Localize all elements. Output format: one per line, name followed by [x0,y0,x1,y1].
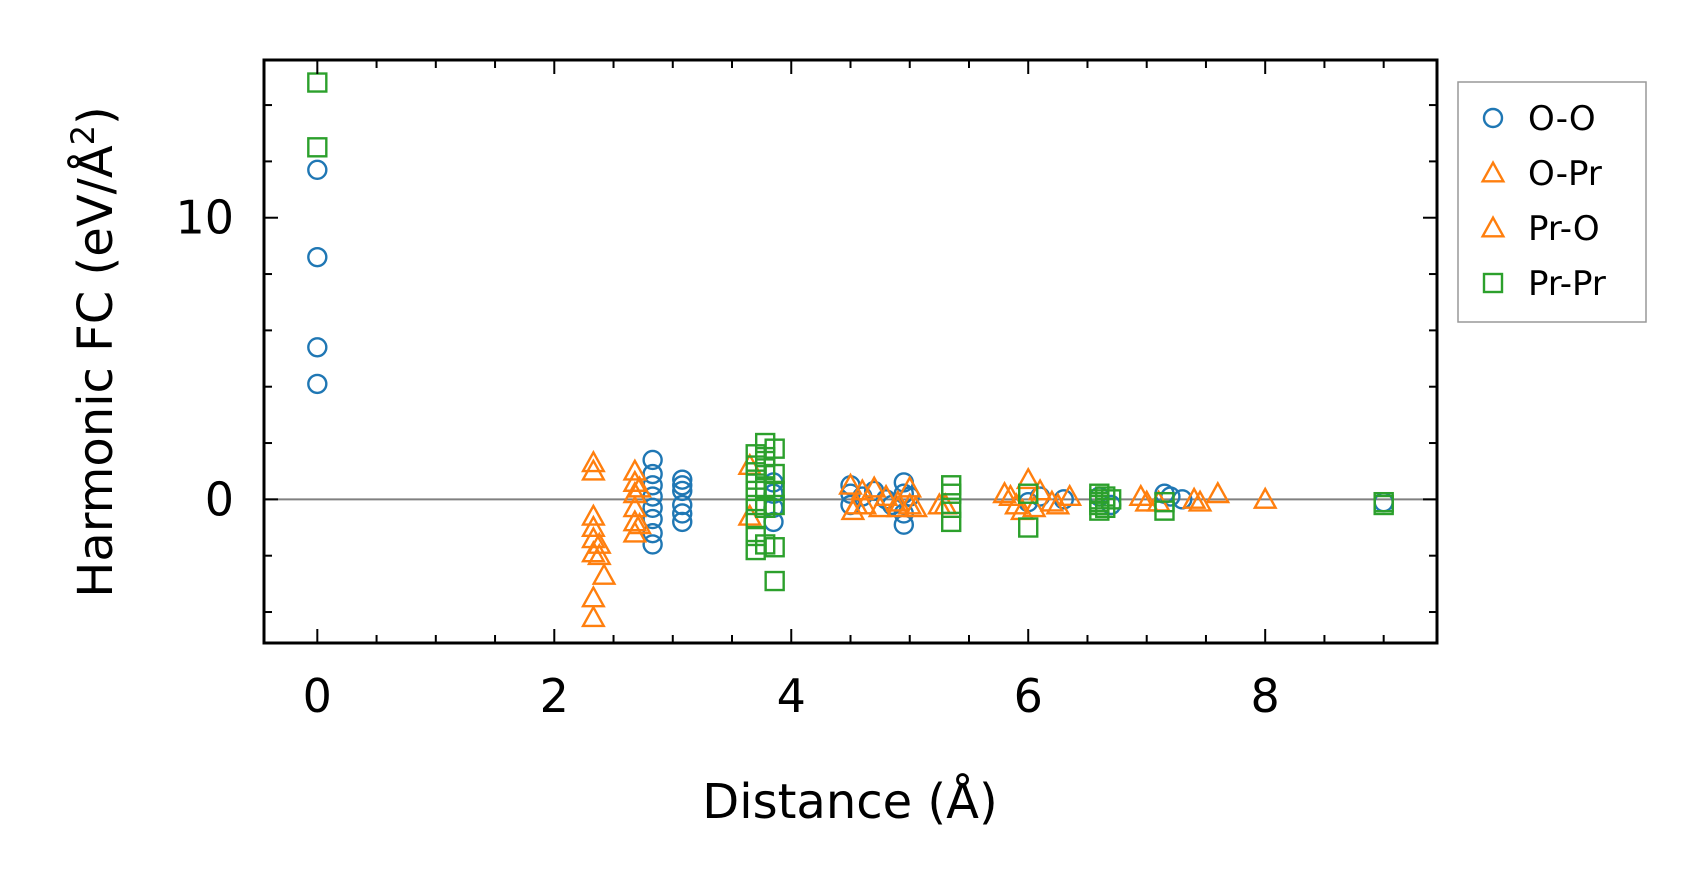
data-point [307,159,328,181]
series-pr-pr [307,72,1394,592]
data-point [992,480,1017,504]
legend-marker [1482,107,1504,129]
data-point [580,585,606,608]
data-point [861,475,887,498]
y-axis-label: Harmonic FC (eV/Å2) [64,106,124,598]
data-point [1154,500,1175,521]
data-point [627,475,652,498]
data-point [737,503,763,526]
data-point [1095,486,1116,507]
data-point [622,480,648,504]
data-point [873,483,899,507]
data-point [622,494,648,518]
data-point [642,463,663,485]
y-tick-label: 0 [205,472,234,526]
data-point [642,508,663,530]
data-point [1373,494,1394,516]
data-point [672,475,693,496]
series-pr-o [586,475,1213,585]
data-point [586,531,612,554]
data-point [764,570,785,592]
data-point [867,494,893,518]
data-point [926,492,952,515]
legend-label: Pr-O [1528,209,1600,249]
plot-frame [262,58,1439,645]
data-point [642,534,663,555]
data-point [1039,489,1065,512]
data-point [1045,492,1071,515]
data-point [764,438,785,459]
data-point [1018,483,1039,504]
data-point [764,480,785,502]
data-point [672,469,693,490]
data-point [580,514,606,538]
data-point [893,514,915,535]
data-point [941,511,962,533]
y-tick-label: 10 [175,191,234,245]
data-point [627,511,652,535]
data-point [1252,486,1278,509]
data-point [622,509,648,532]
data-point [1027,478,1053,501]
data-point [885,489,911,512]
legend-marker [1480,215,1506,238]
data-point [622,458,648,481]
data-point [307,373,328,395]
data-point [1021,494,1047,518]
data-point [941,497,962,519]
x-tick-label: 6 [1014,669,1043,723]
data-point [1181,486,1207,509]
data-point [642,449,663,471]
y-axis-label-end: ) [68,106,124,125]
data-point [307,72,328,93]
data-point [580,458,606,481]
legend-frame [1457,81,1647,323]
data-point [672,503,693,524]
legend: O-O O-Pr Pr-O Pr-Pr [1457,81,1647,323]
data-point [586,542,612,566]
legend-marker [1480,160,1506,183]
data-point [1134,489,1160,512]
data-point [1015,466,1041,490]
data-point [764,537,785,558]
data-point [1187,489,1213,512]
data-point [1205,480,1231,504]
data-point [580,604,606,628]
x-tick-label: 2 [540,669,569,723]
y-axis-label-main: Harmonic FC (eV/Å [67,145,124,598]
x-axis-label: Distance (Å) [702,773,997,830]
data-point [622,469,648,492]
legend-label: Pr-Pr [1528,264,1606,304]
data-point [941,483,962,504]
legend-marker [1482,272,1504,294]
data-point [580,449,606,473]
data-point [998,483,1023,507]
data-point [672,511,693,533]
data-point [852,492,878,515]
data-point [307,137,328,158]
legend-label: O-O [1528,99,1596,139]
data-point [642,497,663,519]
x-tick-label: 0 [303,669,332,723]
data-point [1057,483,1083,507]
data-point [307,337,328,358]
data-point [764,494,785,516]
data-point [672,480,693,502]
x-tick-label: 4 [777,669,806,723]
data-point [903,494,929,518]
data-point [591,562,617,585]
data-point [838,472,863,495]
x-tick-label: 8 [1251,669,1280,723]
data-point [1018,517,1039,538]
legend-label: O-Pr [1528,154,1602,194]
data-point [1100,489,1122,510]
data-point [307,246,328,268]
data-point [580,503,606,526]
data-point [840,497,866,521]
data-point [1089,500,1110,521]
y-axis-label-superscript: 2 [64,125,102,145]
